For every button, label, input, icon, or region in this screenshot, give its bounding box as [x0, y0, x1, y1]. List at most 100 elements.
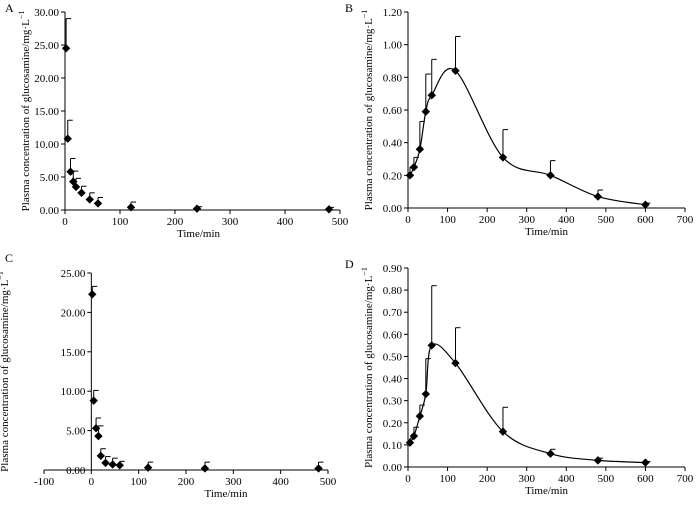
panel-label: B	[345, 1, 353, 15]
data-point	[200, 464, 210, 473]
y-axis-label-main: Plasma concentration of glucosamine/mg·L	[363, 18, 375, 210]
data-point	[88, 290, 97, 299]
data-point	[61, 44, 71, 53]
x-axis-label: Time/min	[205, 488, 248, 500]
y-axis-label: Plasma concentration of glucosamine/mg·L…	[360, 267, 375, 468]
fit-curve	[409, 343, 646, 464]
y-tick-label: 0.90	[383, 263, 403, 275]
y-axis-label-sup: −1	[360, 10, 369, 19]
x-tick-label: 300	[518, 214, 535, 226]
data-point	[143, 463, 153, 472]
y-tick-label: 0.20	[383, 170, 403, 182]
x-tick-label: -100	[34, 476, 55, 488]
y-tick-label: 1.00	[383, 40, 403, 52]
data-point	[593, 456, 603, 465]
y-tick-label: 15.00	[34, 106, 59, 118]
x-tick-label: 700	[677, 473, 694, 485]
y-tick-label: 20.00	[34, 73, 59, 85]
y-tick-label: 0.80	[383, 72, 403, 84]
y-axis-label-sup: −1	[360, 267, 369, 276]
y-tick-label: 0.60	[383, 105, 403, 117]
data-point	[498, 427, 508, 436]
data-point	[77, 188, 86, 198]
data-point	[405, 171, 415, 180]
y-tick-label: 0.30	[383, 396, 403, 408]
x-tick-label: 200	[178, 476, 195, 488]
x-tick-label: 400	[558, 214, 575, 226]
data-point	[93, 199, 103, 208]
x-tick-label: 300	[222, 216, 239, 228]
y-axis-label-sup: −1	[17, 11, 26, 20]
x-tick-label: 100	[439, 473, 456, 485]
y-tick-label: 0.00	[383, 462, 403, 474]
x-tick-label: 0	[89, 476, 95, 488]
x-tick-label: 100	[130, 476, 147, 488]
y-axis-label-main: Plasma concentration of glucosamine/mg·L	[0, 279, 11, 471]
x-tick-label: 700	[677, 214, 694, 226]
data-point	[421, 389, 431, 399]
data-point	[593, 192, 603, 201]
y-tick-label: 1.20	[383, 7, 403, 19]
y-tick-label: 25.00	[61, 268, 86, 280]
x-tick-label: 400	[558, 473, 575, 485]
data-point	[108, 460, 117, 469]
data-point	[405, 438, 415, 447]
data-point	[498, 153, 508, 162]
fit-curve	[409, 68, 646, 206]
x-tick-label: 500	[332, 216, 349, 228]
y-tick-label: 0.00	[40, 205, 60, 217]
y-tick-label: 0.40	[383, 374, 403, 386]
y-tick-label: 0.00	[383, 203, 403, 215]
data-point	[324, 205, 334, 214]
x-tick-label: 600	[637, 214, 654, 226]
y-axis-label-text: Plasma concentration of glucosamine/mg·L…	[360, 267, 375, 468]
x-tick-label: 0	[405, 214, 411, 226]
y-tick-label: 0.60	[383, 329, 403, 341]
x-tick-label: 100	[439, 214, 456, 226]
x-tick-label: 500	[598, 214, 615, 226]
y-axis-label-text: Plasma concentration of glucosamine/mg·L…	[0, 271, 11, 472]
data-point	[63, 134, 72, 143]
data-point	[415, 411, 425, 421]
data-point	[126, 203, 136, 212]
data-point	[427, 341, 436, 350]
data-point	[415, 145, 425, 154]
x-tick-label: 500	[598, 473, 615, 485]
data-point	[101, 458, 110, 468]
y-tick-label: 20.00	[61, 307, 86, 319]
data-point	[451, 358, 460, 368]
panel-label: D	[345, 257, 354, 271]
y-tick-label: 0.80	[383, 285, 403, 297]
data-point	[451, 66, 460, 75]
y-axis-label: Plasma concentration of glucosamine/mg·L…	[0, 271, 11, 472]
y-tick-label: 0.10	[383, 440, 403, 452]
x-tick-label: 600	[637, 473, 654, 485]
y-axis-label-text: Plasma concentration of glucosamine/mg·L…	[360, 10, 375, 211]
x-tick-label: 0	[62, 216, 68, 228]
y-tick-label: 5.00	[66, 426, 86, 438]
data-point	[546, 171, 555, 180]
y-axis-label-main: Plasma concentration of glucosamine/mg·L	[20, 19, 32, 211]
data-point	[314, 464, 323, 473]
data-point	[641, 200, 650, 209]
y-tick-label: 0.50	[383, 351, 403, 363]
data-point	[89, 396, 98, 405]
data-point	[115, 461, 124, 470]
data-point	[421, 107, 431, 116]
x-tick-label: 0	[405, 473, 411, 485]
data-point	[94, 431, 103, 441]
data-point	[641, 458, 650, 467]
y-tick-label: 0.00	[66, 465, 86, 477]
panel-label: A	[5, 1, 14, 15]
y-axis-label: Plasma concentration of glucosamine/mg·L…	[17, 11, 32, 212]
y-tick-label: 0.40	[383, 138, 403, 150]
x-tick-label: 100	[112, 216, 129, 228]
y-axis-label-sup: −1	[0, 271, 5, 280]
data-point	[71, 182, 81, 192]
x-tick-label: 200	[479, 473, 496, 485]
data-point	[427, 91, 436, 100]
data-point	[546, 449, 555, 458]
data-point	[91, 424, 101, 433]
y-axis-label-main: Plasma concentration of glucosamine/mg·L	[363, 275, 375, 467]
